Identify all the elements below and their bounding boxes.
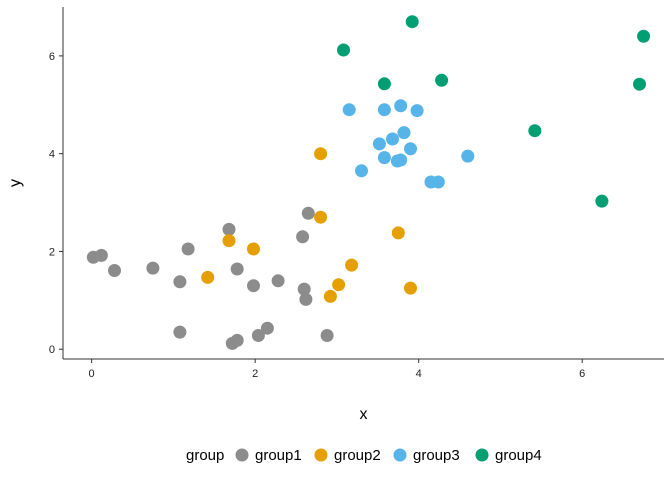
data-point-group1 (299, 292, 313, 306)
data-point-group3 (461, 149, 475, 163)
data-point-group1 (173, 275, 187, 289)
data-point-group1 (173, 325, 187, 339)
ticks: 0 2 4 6 0 2 4 6 (49, 51, 585, 380)
data-point-group3 (342, 103, 356, 117)
legend: group group1 group2 group3 group4 (186, 447, 542, 464)
data-point-group4 (595, 194, 609, 208)
data-point-group3 (386, 132, 399, 146)
data-point-group4 (435, 73, 449, 87)
data-point-group1 (94, 248, 108, 262)
data-point-group4 (633, 77, 646, 91)
data-point-group1 (260, 321, 274, 335)
data-point-group1 (247, 279, 260, 293)
data-point-group1 (230, 333, 244, 347)
data-point-group3 (410, 104, 424, 118)
legend-key-group4 (475, 448, 489, 462)
data-point-group1 (230, 262, 244, 276)
y-tick-label: 0 (49, 344, 55, 356)
data-point-group4 (528, 124, 542, 138)
data-point-group1 (320, 329, 334, 342)
legend-key-group1 (235, 448, 249, 462)
data-point-group4 (377, 77, 391, 91)
data-point-group3 (397, 126, 411, 140)
data-point-group4 (337, 43, 350, 57)
y-axis-title: y (7, 179, 24, 187)
data-point-group3 (372, 137, 386, 151)
legend-key-group3 (393, 448, 407, 462)
data-point-group2 (314, 210, 328, 224)
data-point-group1 (301, 206, 315, 220)
data-point-group3 (377, 151, 391, 165)
y-tick-label: 4 (49, 149, 55, 161)
axes (62, 7, 664, 360)
legend-key-group2 (314, 448, 328, 462)
data-point-group1 (222, 222, 236, 236)
data-point-group2 (222, 234, 236, 248)
data-point-group2 (391, 226, 405, 240)
data-point-group2 (345, 258, 359, 272)
legend-label-group4: group4 (495, 447, 542, 464)
x-tick-label: 0 (89, 368, 95, 380)
data-point-group4 (405, 15, 419, 29)
legend-label-group2: group2 (334, 447, 381, 464)
data-point-group4 (637, 29, 651, 43)
legend-label-group3: group3 (413, 447, 460, 464)
data-point-group2 (201, 270, 215, 284)
data-point-group1 (108, 264, 121, 277)
data-point-group2 (404, 281, 417, 295)
data-point-group3 (377, 103, 391, 117)
legend-label-group1: group1 (255, 447, 302, 464)
x-tick-label: 2 (252, 368, 258, 380)
data-point-group1 (251, 329, 265, 342)
data-point-group3 (431, 175, 445, 189)
y-tick-label: 2 (49, 246, 55, 258)
data-points (86, 15, 651, 350)
x-axis-title: x (360, 406, 368, 423)
data-point-group2 (314, 147, 328, 161)
data-point-group1 (296, 230, 310, 244)
data-point-group2 (247, 242, 260, 256)
data-point-group1 (297, 282, 311, 296)
data-point-group2 (332, 278, 346, 292)
x-tick-label: 6 (579, 368, 585, 380)
data-point-group3 (355, 164, 368, 178)
x-tick-label: 4 (416, 368, 422, 380)
data-point-group1 (146, 261, 160, 275)
data-point-group3 (394, 99, 408, 113)
data-point-group1 (181, 242, 195, 256)
data-point-group1 (271, 274, 285, 288)
data-point-group3 (394, 153, 408, 167)
data-point-group2 (323, 289, 337, 303)
y-tick-label: 6 (49, 51, 55, 63)
data-point-group3 (404, 142, 417, 156)
legend-title: group (186, 447, 224, 464)
